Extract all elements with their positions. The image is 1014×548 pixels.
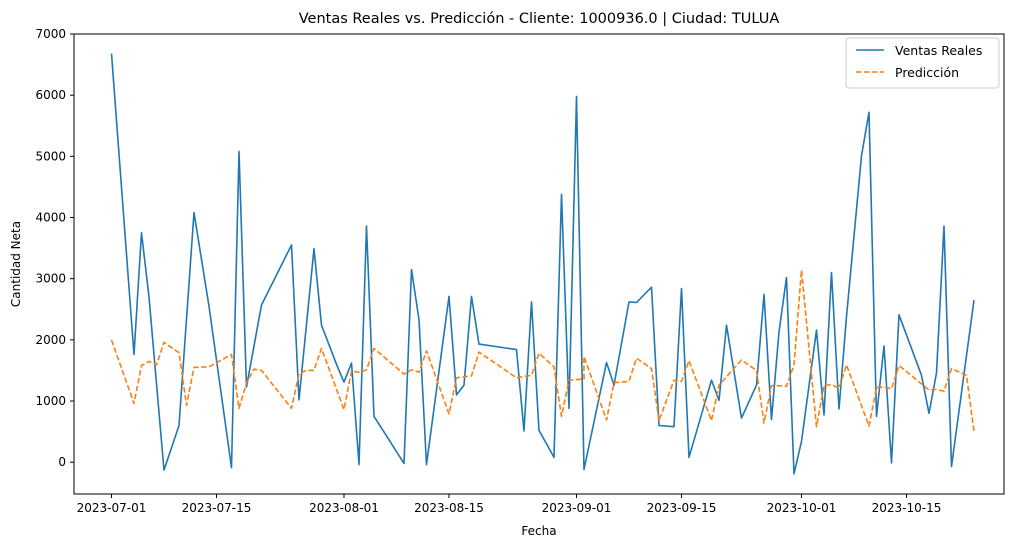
plot-frame: [73, 33, 1005, 495]
x-tick-label: 2023-07-15: [182, 501, 252, 515]
y-tick-label: 2000: [35, 333, 66, 347]
chart-title: Ventas Reales vs. Predicción - Cliente: …: [299, 11, 780, 27]
y-tick-label: 1000: [35, 394, 66, 408]
y-tick-label: 7000: [35, 27, 66, 41]
legend-label-ventas-reales: Ventas Reales: [895, 43, 982, 58]
series-line-prediccion: [110, 269, 975, 432]
x-tick-label: 2023-07-01: [77, 501, 147, 515]
x-tick-label: 2023-09-15: [647, 501, 717, 515]
y-tick-label: 5000: [35, 149, 66, 163]
x-tick-label: 2023-10-15: [872, 501, 942, 515]
y-axis: 0 1000 2000 3000 4000 5000 6000 7000: [35, 27, 74, 469]
x-tick-label: 2023-08-01: [309, 501, 379, 515]
x-tick-label: 2023-09-01: [542, 501, 612, 515]
plot-area: [110, 53, 975, 475]
y-tick-label: 6000: [35, 88, 66, 102]
y-axis-label: Cantidad Neta: [9, 221, 23, 307]
y-tick-label: 3000: [35, 272, 66, 286]
legend-box: [845, 37, 1000, 89]
x-axis-label: Fecha: [521, 524, 556, 538]
y-tick-label: 0: [58, 455, 66, 469]
x-tick-label: 2023-08-15: [414, 501, 484, 515]
x-tick-label: 2023-10-01: [767, 501, 837, 515]
legend: Ventas Reales Predicción: [845, 37, 1000, 89]
y-tick-label: 4000: [35, 211, 66, 225]
x-axis: 2023-07-01 2023-07-15 2023-08-01 2023-08-15…: [77, 494, 942, 515]
legend-label-prediccion: Predicción: [895, 65, 959, 80]
